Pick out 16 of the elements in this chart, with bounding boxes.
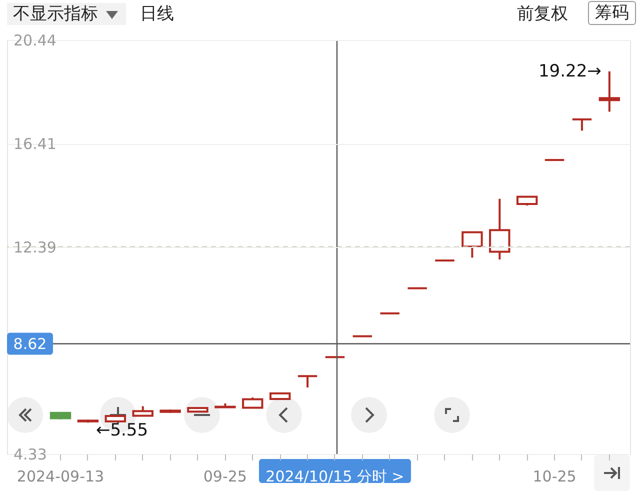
annotation: 19.22→ bbox=[538, 61, 602, 82]
text: 不显示指标 bbox=[7, 3, 126, 25]
x-tick-label: 2024/10/15 分时 > bbox=[266, 468, 404, 486]
y-tick-label: 4.33 bbox=[14, 446, 47, 464]
x-tick-label: 10-25 bbox=[532, 468, 576, 486]
text: 筹码 bbox=[588, 1, 636, 25]
y-tick-label: 16.41 bbox=[14, 135, 56, 154]
annotation: ←5.55 bbox=[96, 420, 148, 441]
text: 前复权 bbox=[517, 3, 568, 25]
x-tick-label: 09-25 bbox=[203, 468, 247, 486]
x-tick-label: 2024-09-13 bbox=[16, 468, 104, 486]
candlestick bbox=[598, 70, 620, 113]
ref-line-label: 8.62 bbox=[13, 334, 47, 353]
y-tick-label: 20.44 bbox=[14, 32, 56, 50]
text: 日线 bbox=[140, 3, 174, 25]
y-tick-label: 12.39 bbox=[14, 238, 56, 256]
